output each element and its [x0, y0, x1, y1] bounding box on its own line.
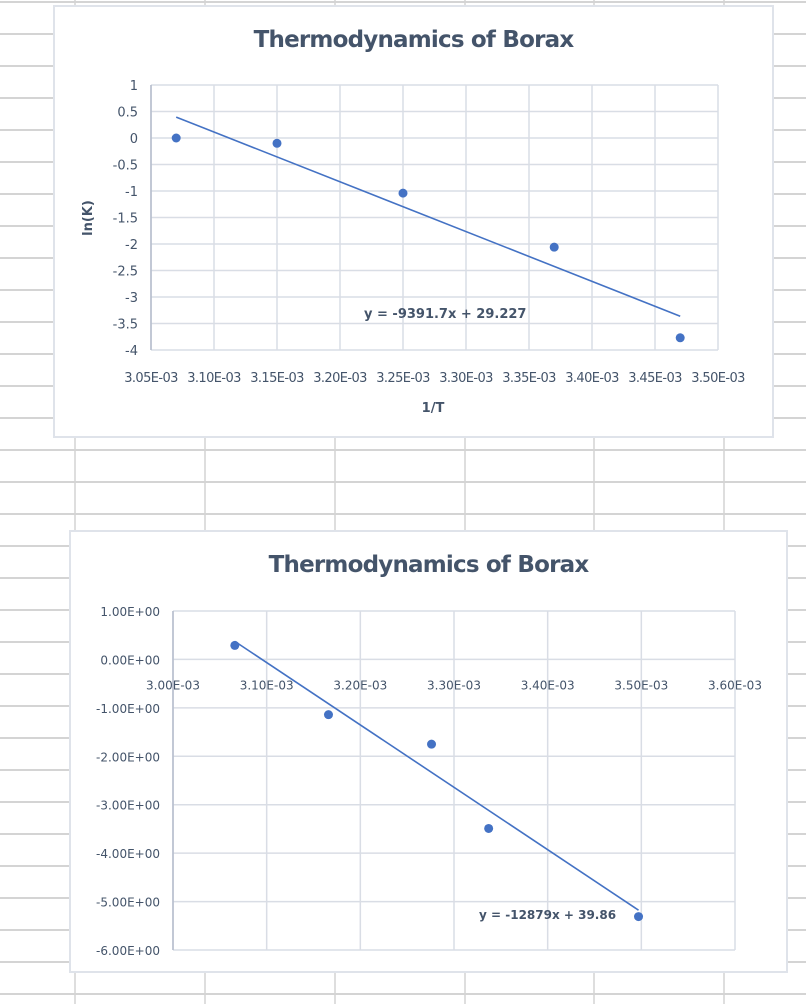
data-point[interactable]	[272, 138, 282, 148]
y-tick-label: -3	[125, 291, 138, 306]
y-tick-labels: 1 0.5 0 -0.5 -1 -1.5 -2 -2.5 -3 -3.5 -4	[113, 79, 138, 359]
gridlines	[150, 84, 719, 351]
data-point[interactable]	[549, 242, 559, 252]
trendline-equation: y = -12879x + 39.86	[479, 908, 616, 922]
x-tick-label: 3.20E-03	[313, 371, 367, 386]
trendline	[234, 640, 639, 911]
y-tick-label: -6.00E+00	[96, 944, 160, 958]
x-tick-labels: 3.00E-03 3.10E-03 3.20E-03 3.30E-03 3.40E-03…	[146, 678, 762, 692]
x-tick-label: 3.60E-03	[708, 678, 762, 692]
chart-ln-k-vs-inverse-t[interactable]: Thermodynamics of Borax 1 0.5 0 -0.5 -1 -1.5 -…	[53, 5, 774, 438]
data-points	[230, 640, 644, 922]
x-tick-label: 3.05E-03	[124, 371, 178, 386]
y-tick-label: -2.00E+00	[96, 750, 160, 764]
y-tick-labels: 1.00E+00 0.00E+00 -1.00E+00 -2.00E+00 -3.00E…	[96, 605, 160, 958]
y-tick-label: -2	[125, 238, 138, 253]
x-tick-label: 3.40E-03	[565, 371, 619, 386]
x-tick-label: 3.30E-03	[427, 678, 481, 692]
y-tick-label: -5.00E+00	[96, 896, 160, 910]
data-points	[171, 133, 685, 343]
data-point[interactable]	[484, 823, 494, 833]
x-axis-title: 1/T	[422, 401, 445, 416]
y-tick-label: -0.5	[113, 159, 138, 174]
y-tick-label: -1.5	[113, 212, 138, 227]
x-tick-label: 3.00E-03	[146, 678, 200, 692]
data-point[interactable]	[171, 133, 181, 143]
x-tick-label: 3.30E-03	[439, 371, 493, 386]
x-tick-labels: 3.05E-03 3.10E-03 3.15E-03 3.20E-03 3.25E-03…	[124, 371, 746, 386]
x-tick-label: 3.50E-03	[691, 371, 745, 386]
gridlines	[172, 610, 736, 951]
x-tick-label: 3.20E-03	[333, 678, 387, 692]
chart-title: Thermodynamics of Borax	[253, 27, 575, 53]
x-tick-label: 3.10E-03	[240, 678, 294, 692]
x-tick-label: 3.15E-03	[250, 371, 304, 386]
y-tick-label: -3.5	[113, 318, 138, 333]
y-tick-label: -1.00E+00	[96, 702, 160, 716]
data-point[interactable]	[634, 912, 644, 922]
y-tick-label: 0	[130, 132, 138, 147]
x-tick-label: 3.45E-03	[628, 371, 682, 386]
chart-title: Thermodynamics of Borax	[268, 552, 590, 578]
y-tick-label: -1	[125, 185, 138, 200]
chart-plot-area: 1 0.5 0 -0.5 -1 -1.5 -2 -2.5 -3 -3.5 -4 3.05E-03 3.1…	[81, 79, 746, 416]
y-tick-label: -4.00E+00	[96, 847, 160, 861]
y-tick-label: 0.5	[117, 106, 138, 121]
chart-ln-k-vs-inverse-t-scientific[interactable]: Thermodynamics of Borax 1.00E+00 0.00E+00…	[69, 530, 788, 973]
y-tick-label: 1	[130, 79, 138, 94]
y-tick-label: -3.00E+00	[96, 799, 160, 813]
trendline-equation: y = -9391.7x + 29.227	[364, 307, 526, 322]
chart-plot-area: 1.00E+00 0.00E+00 -1.00E+00 -2.00E+00 -3.00E…	[96, 605, 762, 958]
x-tick-label: 3.10E-03	[187, 371, 241, 386]
x-tick-label: 3.40E-03	[521, 678, 575, 692]
x-tick-label: 3.50E-03	[614, 678, 668, 692]
y-tick-label: -2.5	[113, 265, 138, 280]
x-tick-label: 3.35E-03	[502, 371, 556, 386]
y-tick-label: -4	[125, 344, 138, 359]
data-point[interactable]	[230, 640, 240, 650]
y-axis-title: ln(K)	[81, 200, 96, 236]
y-tick-label: 0.00E+00	[100, 653, 160, 667]
data-point[interactable]	[323, 710, 333, 720]
trendline	[175, 116, 681, 317]
y-tick-label: 1.00E+00	[100, 605, 160, 619]
data-point[interactable]	[675, 333, 685, 343]
x-tick-label: 3.25E-03	[376, 371, 430, 386]
data-point[interactable]	[427, 739, 437, 749]
data-point[interactable]	[398, 188, 408, 198]
